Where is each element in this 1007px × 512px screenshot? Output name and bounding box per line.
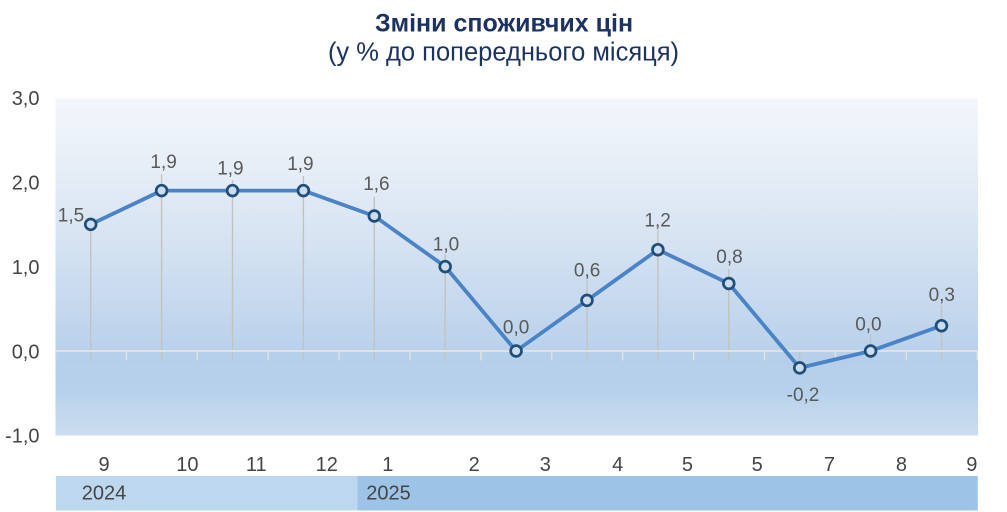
svg-text:2024: 2024: [82, 482, 127, 504]
svg-text:1,2: 1,2: [644, 210, 670, 231]
svg-text:1,6: 1,6: [363, 174, 389, 195]
svg-text:3: 3: [540, 454, 551, 476]
svg-text:5: 5: [682, 454, 693, 476]
svg-text:8: 8: [896, 454, 907, 476]
svg-text:1,9: 1,9: [150, 152, 176, 173]
svg-text:-1,0: -1,0: [5, 426, 39, 448]
svg-text:1,9: 1,9: [217, 159, 243, 180]
svg-text:1,5: 1,5: [58, 206, 84, 227]
svg-text:1,9: 1,9: [287, 154, 313, 175]
svg-text:1,0: 1,0: [12, 257, 40, 279]
svg-text:(у % до попереднього місяця): (у % до попереднього місяця): [328, 39, 679, 67]
svg-text:1: 1: [382, 454, 393, 476]
svg-text:0,8: 0,8: [716, 247, 742, 268]
svg-text:10: 10: [176, 454, 198, 476]
svg-text:0,0: 0,0: [12, 341, 40, 363]
svg-text:9: 9: [98, 454, 109, 476]
svg-text:5: 5: [752, 454, 763, 476]
svg-text:0,6: 0,6: [574, 261, 600, 282]
svg-text:1,0: 1,0: [433, 235, 459, 256]
svg-text:0,0: 0,0: [503, 317, 529, 338]
svg-text:4: 4: [612, 454, 623, 476]
svg-text:-0,2: -0,2: [787, 385, 820, 406]
svg-text:9: 9: [966, 454, 977, 476]
svg-text:7: 7: [824, 454, 835, 476]
svg-text:11: 11: [246, 454, 267, 476]
svg-text:2025: 2025: [366, 482, 411, 504]
svg-text:Зміни споживчих цін: Зміни споживчих цін: [375, 9, 633, 37]
svg-text:2: 2: [469, 454, 480, 476]
svg-text:0,3: 0,3: [929, 285, 955, 306]
svg-text:0,0: 0,0: [855, 314, 881, 335]
svg-text:2,0: 2,0: [12, 172, 40, 194]
svg-text:12: 12: [316, 454, 338, 476]
svg-text:3,0: 3,0: [12, 88, 40, 110]
